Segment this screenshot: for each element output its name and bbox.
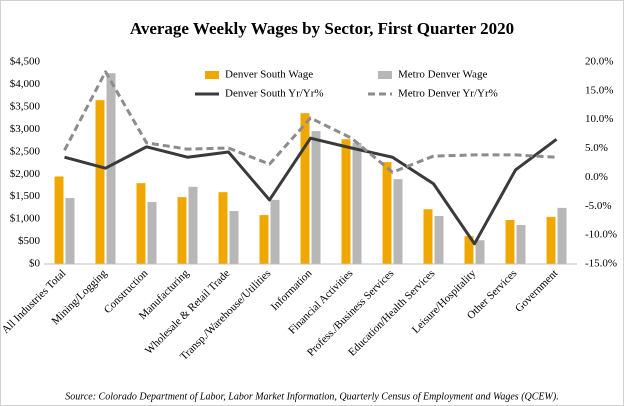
y2-tick-label: 0.0% (585, 171, 608, 183)
y-tick-label: $1,500 (10, 190, 41, 202)
bar (557, 207, 567, 264)
bar (352, 142, 362, 264)
bar (65, 198, 75, 264)
bar (136, 183, 146, 264)
chart-title: Average Weekly Wages by Sector, First Qu… (130, 19, 514, 38)
y-tick-label: $500 (18, 235, 41, 247)
bar (423, 209, 433, 264)
legend-label: Metro Denver Yr/Yr% (398, 88, 498, 100)
bar (147, 202, 157, 264)
y-tick-label: $0 (29, 258, 41, 270)
bar (259, 215, 269, 264)
line-series (64, 136, 558, 246)
legend-label: Denver South Yr/Yr% (225, 88, 324, 100)
bar (475, 240, 485, 264)
y2-tick-label: 10.0% (585, 113, 613, 125)
bar (95, 100, 105, 265)
y2-tick-label: -15.0% (585, 258, 617, 270)
y2-tick-label: 20.0% (585, 56, 613, 68)
legend-swatch (205, 71, 219, 79)
y-tick-label: $2,000 (10, 168, 41, 180)
bar (516, 224, 526, 264)
bar (229, 211, 239, 264)
y2-tick-label: 15.0% (585, 84, 613, 96)
bar (311, 131, 321, 264)
bar (505, 220, 515, 264)
y-tick-label: $2,500 (10, 145, 41, 157)
bar (270, 199, 280, 264)
y2-tick-label: -10.0% (585, 229, 617, 241)
y-tick-label: $1,000 (10, 213, 41, 225)
bar (382, 162, 392, 264)
line-series (63, 70, 557, 174)
legend-label: Denver South Wage (225, 69, 313, 81)
bar (218, 192, 228, 264)
legend-label: Metro Denver Wage (398, 69, 487, 81)
y-tick-label: $4,500 (10, 56, 41, 68)
legend-swatch (378, 71, 392, 79)
bar (341, 139, 351, 264)
source: Source: Colorado Department of Labor, La… (65, 391, 558, 402)
bar (177, 197, 187, 264)
bar (106, 73, 116, 264)
y2-tick-label: 5.0% (585, 142, 608, 154)
bar (188, 186, 198, 264)
y-tick-label: $3,000 (10, 123, 41, 135)
bar (434, 215, 444, 264)
bar (393, 179, 403, 264)
y-tick-label: $3,500 (10, 100, 41, 112)
bar (54, 176, 64, 264)
bar (464, 236, 474, 264)
bar (546, 216, 556, 264)
y2-tick-label: -5.0% (585, 200, 612, 212)
y-tick-label: $4,000 (10, 78, 41, 90)
bar (300, 113, 310, 264)
